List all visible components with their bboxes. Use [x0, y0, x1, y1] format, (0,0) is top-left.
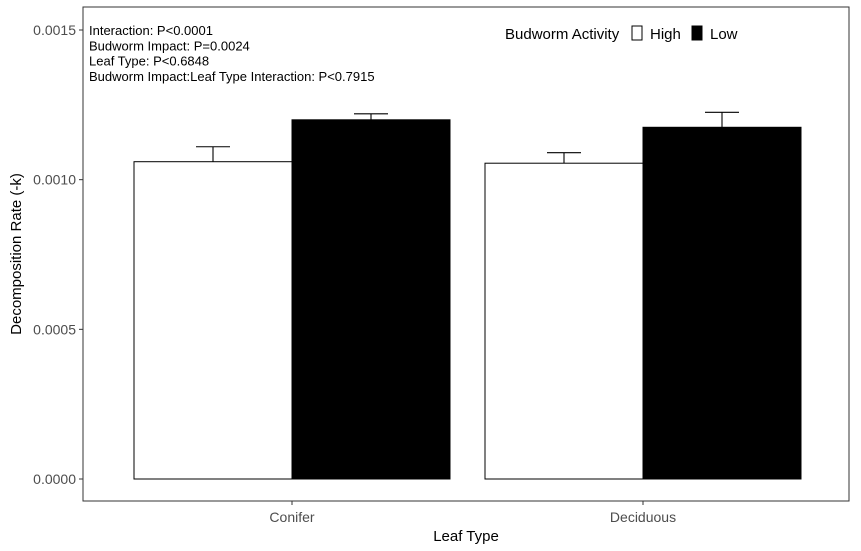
legend-label-high: High: [650, 26, 681, 43]
legend-label-low: Low: [710, 26, 738, 43]
bar-low-conifer: [291, 119, 451, 480]
annotation-combined-interaction: Budworm Impact:Leaf Type Interaction: P<…: [89, 69, 375, 84]
statistics-annotations: Interaction: P<0.0001 Budworm Impact: P=…: [89, 23, 375, 84]
annotation-budworm-impact: Budworm Impact: P=0.0024: [89, 38, 250, 53]
y-tick-label: 0.0010: [33, 172, 76, 188]
y-tick-label: 0.0000: [33, 471, 76, 487]
x-tick-label-conifer: Conifer: [269, 509, 314, 525]
y-axis-title: Decomposition Rate (-k): [8, 173, 25, 335]
x-tick-label-deciduous: Deciduous: [610, 509, 676, 525]
legend-key-low: [691, 25, 703, 41]
y-tick-label: 0.0015: [33, 22, 76, 38]
error-bar-high-deciduous: [547, 152, 581, 164]
legend-title: Budworm Activity: [505, 26, 620, 43]
error-bar-low-deciduous: [705, 111, 739, 128]
legend: Budworm Activity High Low: [505, 25, 738, 43]
bar-low-deciduous: [642, 126, 802, 480]
x-axis-title: Leaf Type: [433, 528, 499, 545]
bar-high-deciduous: [484, 162, 644, 480]
legend-key-high: [631, 25, 643, 41]
annotation-leaf-type: Leaf Type: P<0.6848: [89, 54, 209, 69]
error-bar-high-conifer: [196, 146, 230, 162]
error-bar-low-conifer: [354, 113, 388, 120]
annotation-interaction: Interaction: P<0.0001: [89, 23, 213, 38]
bar-high-conifer: [133, 161, 293, 480]
y-tick-label: 0.0005: [33, 321, 76, 337]
